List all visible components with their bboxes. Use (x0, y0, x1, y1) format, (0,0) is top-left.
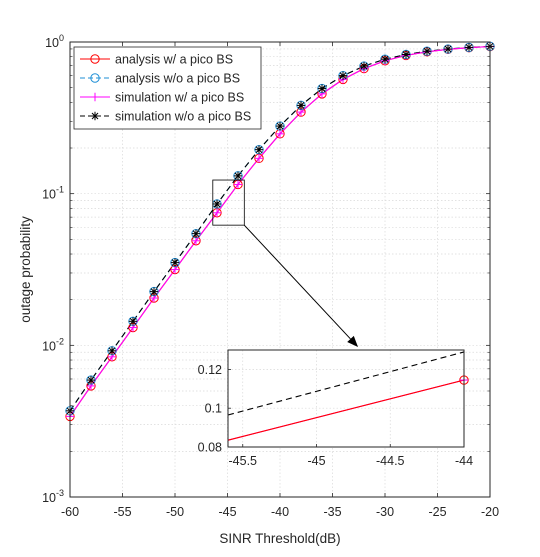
inset-line-2 (227, 379, 465, 441)
legend-marker-0 (90, 54, 100, 64)
series-3-point (254, 145, 264, 154)
inset-x-tick-label: -44.5 (376, 454, 405, 468)
series-3-point (233, 171, 243, 181)
legend-box (73, 46, 262, 130)
inset-y-axis-ticks: 0.08 0.1 0.12 (198, 363, 231, 455)
series-3-point (275, 121, 285, 131)
x-tick-label: -50 (166, 505, 184, 519)
inset-plot: -45.5 -45 -44.5 -44 0.08 0.1 0.12 (198, 349, 473, 468)
legend-marker-2 (90, 92, 100, 102)
series-3-point (359, 61, 369, 71)
y-tick-label: 10-1 (42, 185, 64, 202)
series-3-point (170, 258, 180, 267)
inset-x-axis-ticks: -45.5 -45 -44.5 -44 (229, 444, 473, 468)
series-2-point (212, 208, 222, 217)
series-2-point (254, 154, 264, 163)
inset-plot-area (228, 350, 464, 447)
x-tick-label: -30 (376, 505, 394, 519)
series-3-point (443, 44, 453, 54)
series-3-point (128, 317, 138, 326)
x-tick-label: -35 (323, 505, 341, 519)
legend-label-3: simulation w/o a pico BS (115, 110, 251, 124)
y-axis-ticks: 10-3 10-2 10-1 100 (42, 33, 490, 505)
legend-label-2: simulation w/ a pico BS (115, 91, 244, 105)
x-axis-label: SINR Threshold(dB) (219, 531, 340, 546)
series-3-point (401, 50, 411, 59)
inset-y-tick-label: 0.08 (198, 441, 222, 455)
inset-y-tick-label: 0.12 (198, 363, 222, 377)
inset-lines (227, 351, 465, 441)
y-tick-label: 100 (45, 33, 64, 50)
zoom-indicator (212, 179, 358, 347)
legend-marker-3 (90, 111, 100, 121)
x-tick-label: -45 (218, 505, 236, 519)
x-tick-label: -20 (481, 505, 499, 519)
series-3-point (212, 199, 222, 209)
series-3-point (86, 375, 96, 385)
inset-line-0 (227, 351, 465, 416)
y-axis-label: outage probability (18, 216, 33, 323)
inset-x-tick-label: -45.5 (229, 454, 258, 468)
y-tick-label: 10-2 (42, 336, 64, 353)
zoom-arrowhead (347, 335, 358, 347)
series-3-point (296, 101, 306, 110)
inset-x-tick-label: -45 (307, 454, 325, 468)
x-tick-label: -40 (271, 505, 289, 519)
series-3-point (380, 55, 390, 64)
x-axis-ticks: -60 -55 -50 -45 -40 -35 -30 -25 -20 (61, 42, 499, 519)
x-tick-label: -55 (113, 505, 131, 519)
inset-frame (227, 349, 465, 448)
x-tick-label: -60 (61, 505, 79, 519)
series-2-point (233, 180, 243, 189)
legend: analysis w/ a pico BS analysis w/o a pico… (73, 46, 262, 130)
legend-label-0: analysis w/ a pico BS (115, 53, 233, 67)
inset-x-tick-label: -44 (455, 454, 473, 468)
series-3-point (338, 71, 348, 80)
x-tick-label: -25 (428, 505, 446, 519)
zoom-arrow (243, 224, 351, 340)
zoom-box (212, 179, 245, 226)
series-3-point (464, 43, 474, 52)
inset-y-tick-label: 0.1 (205, 402, 222, 416)
series-3-point (317, 84, 327, 93)
y-tick-label: 10-3 (42, 488, 64, 505)
series-2-point (275, 129, 285, 139)
legend-label-1: analysis w/o a pico BS (115, 72, 240, 86)
series-3-point (149, 287, 159, 296)
series-2-point (191, 236, 201, 245)
series-3-point (422, 47, 432, 56)
series-3-point (191, 229, 201, 238)
series-3-point (107, 346, 117, 356)
legend-marker-1 (90, 73, 100, 83)
